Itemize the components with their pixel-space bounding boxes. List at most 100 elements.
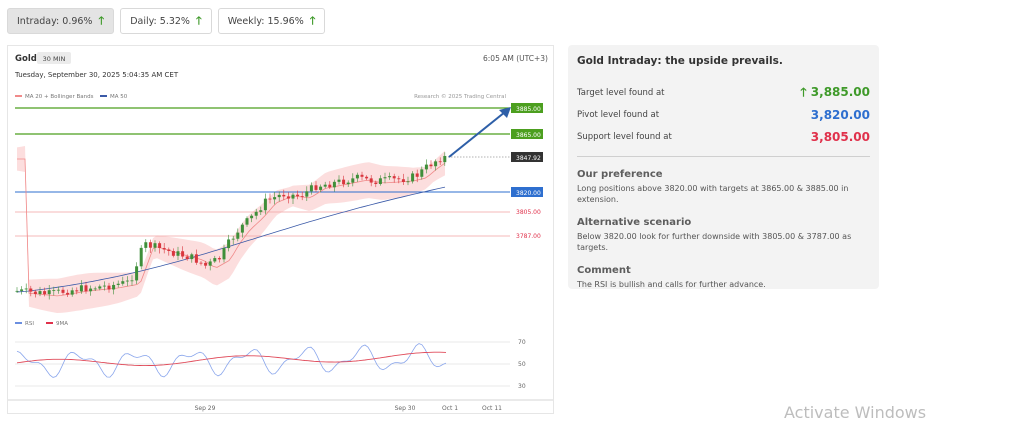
- pivot-level-value: 3,820.00: [810, 108, 870, 122]
- chart-interval: 30 MIN: [43, 55, 66, 63]
- candle-body: [254, 211, 258, 216]
- candle-body: [84, 285, 88, 292]
- candle-body: [227, 239, 231, 249]
- candle-body: [268, 198, 272, 200]
- candle-body: [15, 290, 19, 292]
- candlesticks: [15, 152, 447, 300]
- candle-body: [314, 185, 318, 190]
- x-tick-oct1: Oct 1: [442, 405, 458, 412]
- tag-3885: 3885.00: [516, 106, 541, 113]
- candle-body: [434, 161, 438, 167]
- rsi-tick-70: 70: [518, 339, 526, 346]
- candle-body: [231, 238, 235, 240]
- candle-body: [273, 197, 277, 200]
- candle-body: [112, 284, 116, 290]
- target-level-row: Target level found at 🡑 3,885.00: [577, 82, 870, 104]
- x-tick-sep30: Sep 30: [395, 405, 416, 412]
- chart-symbol: Gold: [15, 54, 37, 64]
- candle-body: [93, 288, 97, 290]
- candle-body: [222, 248, 226, 260]
- tag-last: 3847.92: [516, 155, 541, 162]
- candle-body: [388, 176, 392, 178]
- candle-body: [56, 289, 60, 291]
- candle-body: [309, 185, 313, 192]
- candle-body: [332, 181, 336, 188]
- candle-body: [213, 258, 217, 262]
- comment-text: The RSI is bullish and calls for further…: [577, 280, 766, 289]
- candle-body: [383, 177, 387, 179]
- candle-body: [378, 178, 382, 185]
- tag-3885-bg: [511, 103, 543, 113]
- arrow-up-icon: 🡑: [195, 13, 202, 27]
- target-level-label: Target level found at: [577, 88, 665, 98]
- candle-body: [190, 254, 194, 260]
- tab-intraday[interactable]: Intraday: 0.96% 🡑: [7, 8, 115, 34]
- candle-body: [355, 174, 359, 179]
- tag-3820-bg: [511, 187, 543, 197]
- analysis-panel: Gold Intraday: the upside prevails. Targ…: [568, 45, 879, 289]
- rsi-tick-50: 50: [518, 361, 526, 368]
- candle-body: [204, 262, 208, 266]
- candle-body: [397, 178, 401, 180]
- candle-body: [66, 292, 70, 295]
- performance-tabs: Intraday: 0.96% 🡑 Daily: 5.32% 🡑 Weekly: 1…: [7, 8, 326, 34]
- projection-arrow-head: [499, 107, 511, 118]
- candle-body: [89, 288, 93, 292]
- candle-body: [282, 194, 286, 197]
- candle-body: [337, 179, 341, 182]
- candle-body: [176, 251, 180, 256]
- alternative-text: Below 3820.00 look for further downside …: [577, 232, 852, 252]
- candle-body: [158, 243, 162, 249]
- tab-daily-label: Daily: 5.32%: [130, 15, 190, 27]
- preference-title: Our preference: [577, 169, 663, 180]
- candle-body: [443, 155, 447, 163]
- support-level-label: Support level found at: [577, 132, 672, 142]
- candle-body: [346, 182, 350, 185]
- candle-body: [98, 286, 102, 289]
- candle-body: [194, 254, 198, 263]
- candle-body: [424, 164, 428, 170]
- comment-title: Comment: [577, 265, 631, 276]
- candle-body: [43, 291, 47, 295]
- tab-weekly[interactable]: Weekly: 15.96% 🡑: [217, 8, 326, 34]
- candle-body: [300, 196, 304, 197]
- alternative-title: Alternative scenario: [577, 217, 692, 228]
- ma20-line: [17, 158, 446, 297]
- candle-body: [328, 184, 332, 188]
- divider: [577, 156, 870, 157]
- tab-weekly-label: Weekly: 15.96%: [227, 15, 304, 27]
- legend-bollinger-swatch: [15, 95, 22, 97]
- candle-body: [291, 194, 295, 199]
- legend-bollinger: MA 20 + Bollinger Bands: [25, 94, 94, 100]
- tab-daily[interactable]: Daily: 5.32% 🡑: [120, 8, 212, 34]
- candle-body: [148, 242, 152, 248]
- ma50-line: [16, 186, 446, 293]
- candle-body: [411, 173, 415, 182]
- legend-rsi: RSI: [25, 321, 34, 327]
- candle-body: [116, 283, 120, 285]
- candle-body: [217, 258, 221, 260]
- candle-body: [351, 178, 355, 183]
- candle-body: [75, 290, 79, 292]
- legend-ma50: MA 50: [110, 94, 128, 100]
- candle-body: [240, 224, 244, 233]
- rsi-line: [16, 343, 447, 378]
- candle-body: [130, 280, 134, 282]
- candle-body: [199, 262, 203, 264]
- candle-body: [153, 243, 157, 248]
- candle-body: [365, 176, 369, 179]
- legend-ma50-swatch: [100, 95, 107, 97]
- candle-body: [38, 291, 42, 295]
- candle-body: [401, 179, 405, 183]
- candle-body: [438, 161, 442, 163]
- candle-body: [61, 289, 65, 293]
- candle-body: [250, 215, 254, 219]
- target-level-value-wrap: 🡑 3,885.00: [800, 83, 870, 104]
- tag-3787: 3787.00: [516, 233, 541, 240]
- legend-rsi-ma: 9MA: [56, 321, 68, 327]
- tag-3820: 3820.00: [516, 190, 541, 197]
- candle-body: [342, 179, 346, 185]
- tag-3865: 3865.00: [516, 132, 541, 139]
- candle-body: [121, 281, 125, 284]
- legend-rsi-swatch: [15, 322, 22, 324]
